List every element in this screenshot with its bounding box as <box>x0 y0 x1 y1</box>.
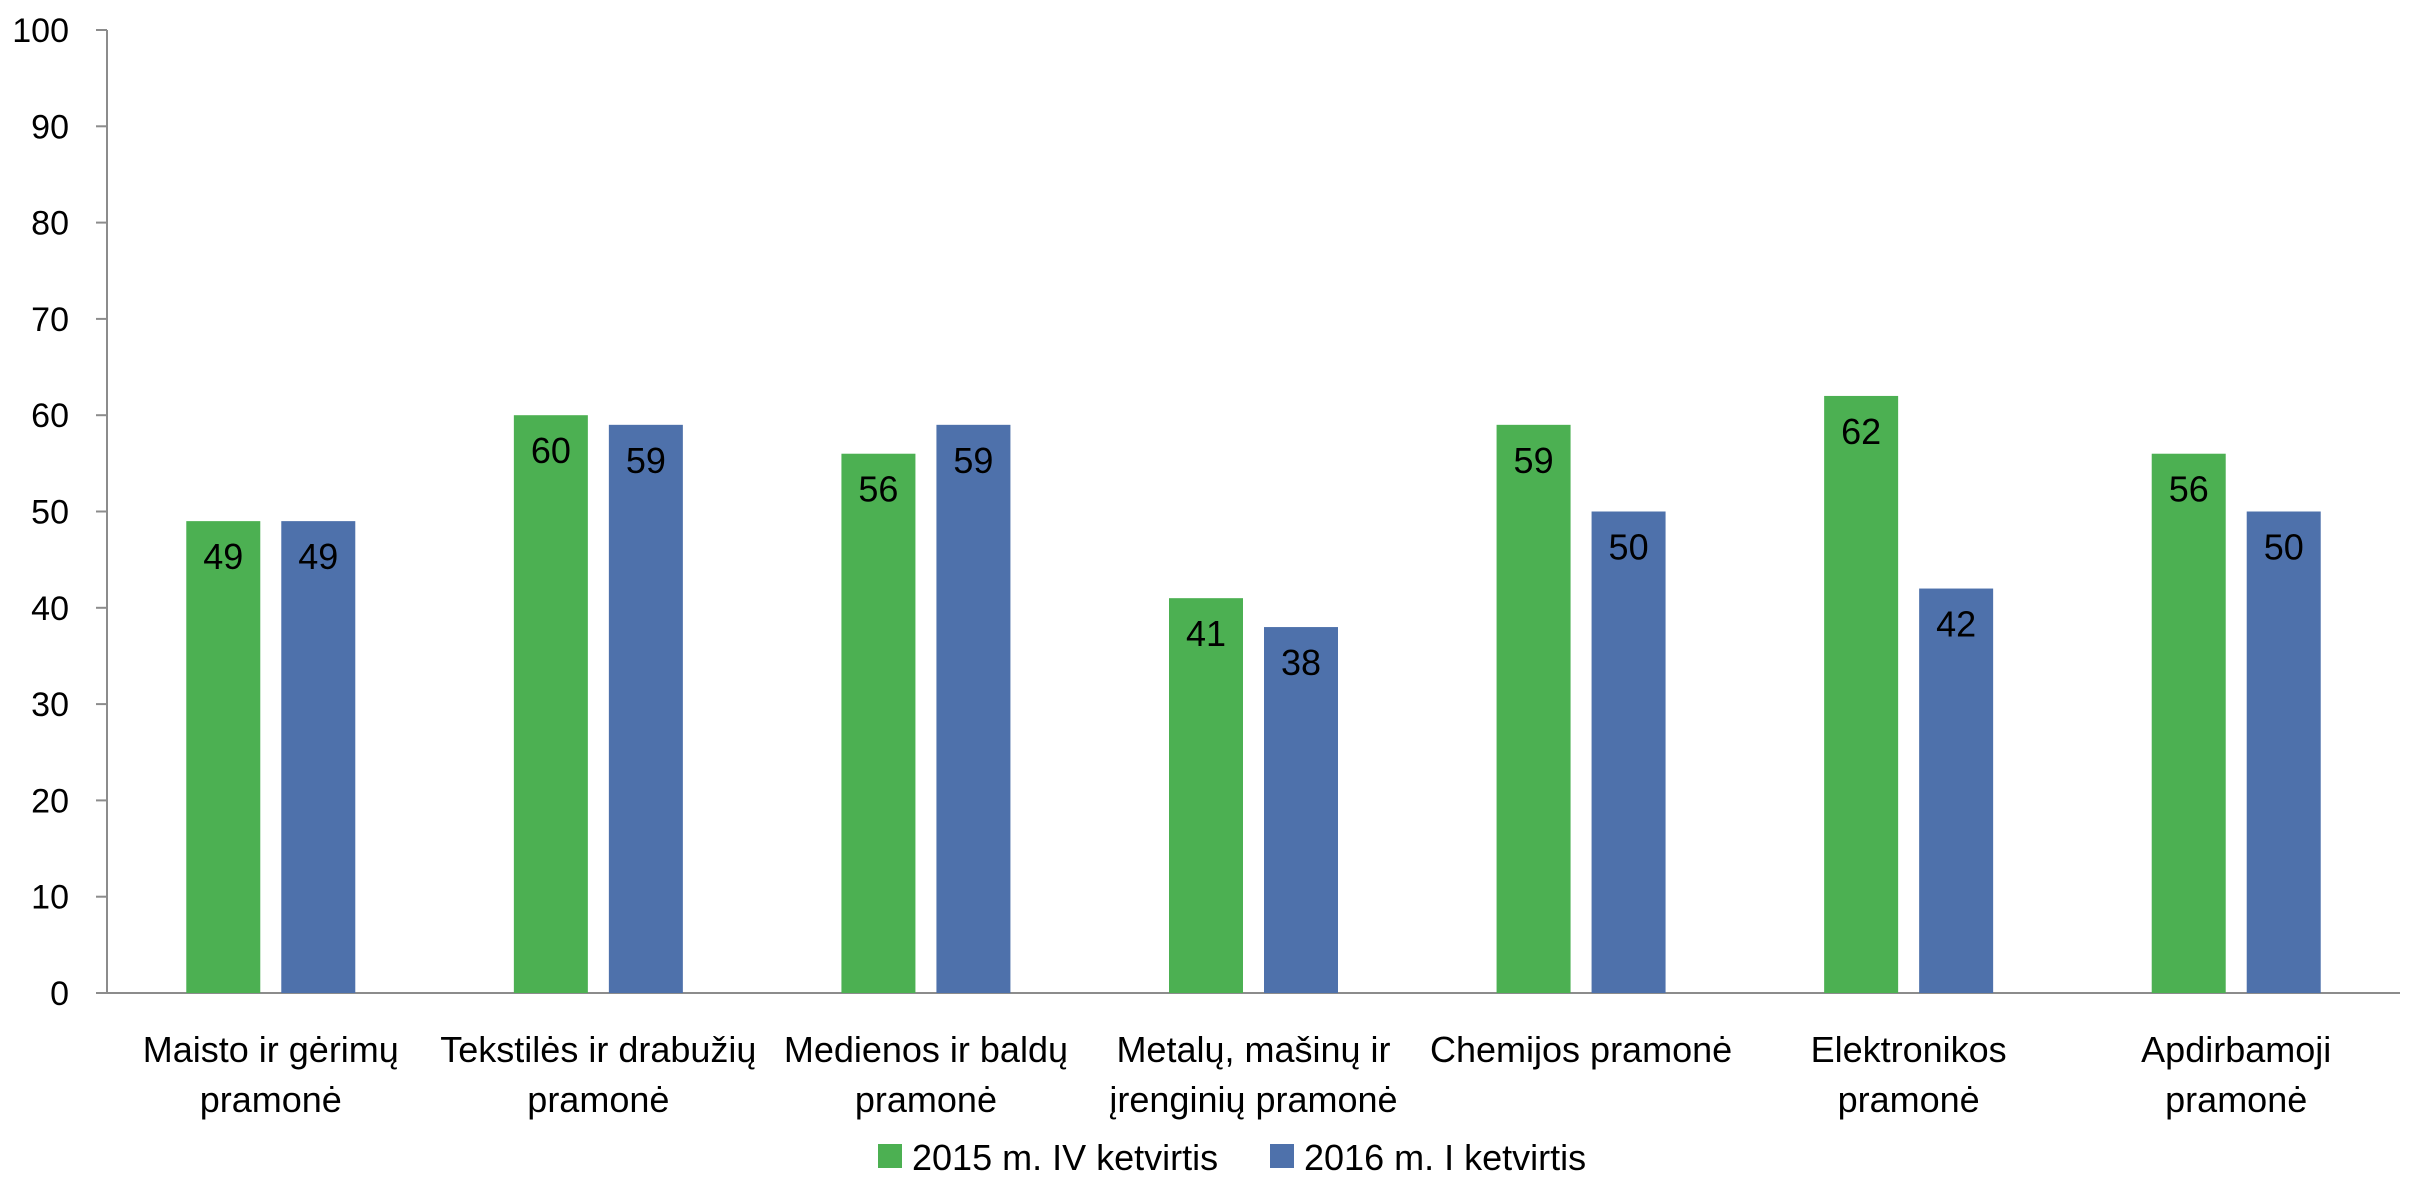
data-label: 38 <box>1281 642 1321 683</box>
legend-swatch <box>1270 1144 1294 1168</box>
data-label: 59 <box>953 440 993 481</box>
category-label: Tekstilės ir drabužių pramonė <box>440 1029 756 1120</box>
category-label-line: Apdirbamoji <box>2141 1029 2331 1070</box>
category-label-line: Elektronikos <box>1811 1029 2007 1070</box>
data-label: 62 <box>1841 411 1881 452</box>
y-tick-label: 90 <box>31 108 69 146</box>
category-label-line: įrenginių pramonė <box>1109 1079 1397 1120</box>
category-label: Medienos ir baldų pramonė <box>784 1029 1068 1120</box>
data-label: 42 <box>1936 604 1976 645</box>
legend-swatch <box>878 1144 902 1168</box>
category-label: Chemijos pramonė <box>1430 1029 1732 1070</box>
bar-1-7 <box>2151 453 2226 994</box>
data-label: 49 <box>298 536 338 577</box>
y-tick-label: 60 <box>31 397 69 435</box>
data-label: 41 <box>1186 613 1226 654</box>
category-label-line: pramonė <box>2165 1079 2307 1120</box>
bar-1-6 <box>1824 395 1899 993</box>
bar-2-3 <box>936 424 1011 994</box>
legend-label: 2016 m. I ketvirtis <box>1304 1137 1586 1178</box>
category-label-line: pramonė <box>200 1079 342 1120</box>
data-label: 59 <box>1514 440 1554 481</box>
category-label: Elektronikos pramonė <box>1811 1029 2007 1120</box>
bar-2-4 <box>1264 627 1338 993</box>
y-tick-label: 30 <box>31 686 69 724</box>
bar-2-7 <box>2246 511 2321 993</box>
category-label-line: pramonė <box>527 1079 669 1120</box>
data-label: 56 <box>2169 469 2209 510</box>
category-label-line: Maisto ir gėrimų <box>143 1029 399 1070</box>
category-label-line: Tekstilės ir drabužių <box>440 1029 756 1070</box>
bar-2-2 <box>608 424 683 994</box>
bar-1-4 <box>1169 598 1243 993</box>
data-label: 56 <box>858 469 898 510</box>
bar-2-5 <box>1591 511 1666 993</box>
category-label-line: Chemijos pramonė <box>1430 1029 1732 1070</box>
y-tick-label: 50 <box>31 494 69 532</box>
y-tick-label: 80 <box>31 205 69 243</box>
data-label: 60 <box>531 430 571 471</box>
bar-2-1 <box>281 521 356 993</box>
y-tick-label: 70 <box>31 301 69 339</box>
bar-1-3 <box>841 453 916 994</box>
category-label-line: Metalų, mašinų ir <box>1116 1029 1390 1070</box>
bar-1-5 <box>1496 424 1571 994</box>
data-labels: 49 49 60 59 56 59 41 38 59 50 62 42 56 50 <box>203 411 2303 683</box>
legend: 2015 m. IV ketvirtis 2016 m. I ketvirtis <box>878 1137 1586 1178</box>
data-label: 50 <box>2264 527 2304 568</box>
category-label: Maisto ir gėrimų pramonė <box>143 1029 399 1120</box>
bar-1-2 <box>513 415 588 993</box>
category-label-line: pramonė <box>1838 1079 1980 1120</box>
y-tick-label: 20 <box>31 782 69 820</box>
category-label: Metalų, mašinų ir įrenginių pramonė <box>1109 1029 1397 1120</box>
legend-label: 2015 m. IV ketvirtis <box>912 1137 1218 1178</box>
data-label: 59 <box>626 440 666 481</box>
y-tick-label: 10 <box>31 879 69 917</box>
category-label-line: Medienos ir baldų <box>784 1029 1068 1070</box>
data-label: 50 <box>1609 527 1649 568</box>
bar-2-6 <box>1919 588 1994 993</box>
category-label: Apdirbamoji pramonė <box>2141 1029 2331 1120</box>
bar-1-1 <box>186 521 261 993</box>
y-axis: 0 10 20 30 40 50 60 70 80 90 100 <box>12 12 108 1013</box>
bars <box>186 395 2321 994</box>
y-tick-label: 100 <box>12 12 69 50</box>
data-label: 49 <box>203 536 243 577</box>
y-tick-label: 0 <box>50 975 69 1013</box>
y-tick-label: 40 <box>31 590 69 628</box>
category-label-line: pramonė <box>855 1079 997 1120</box>
